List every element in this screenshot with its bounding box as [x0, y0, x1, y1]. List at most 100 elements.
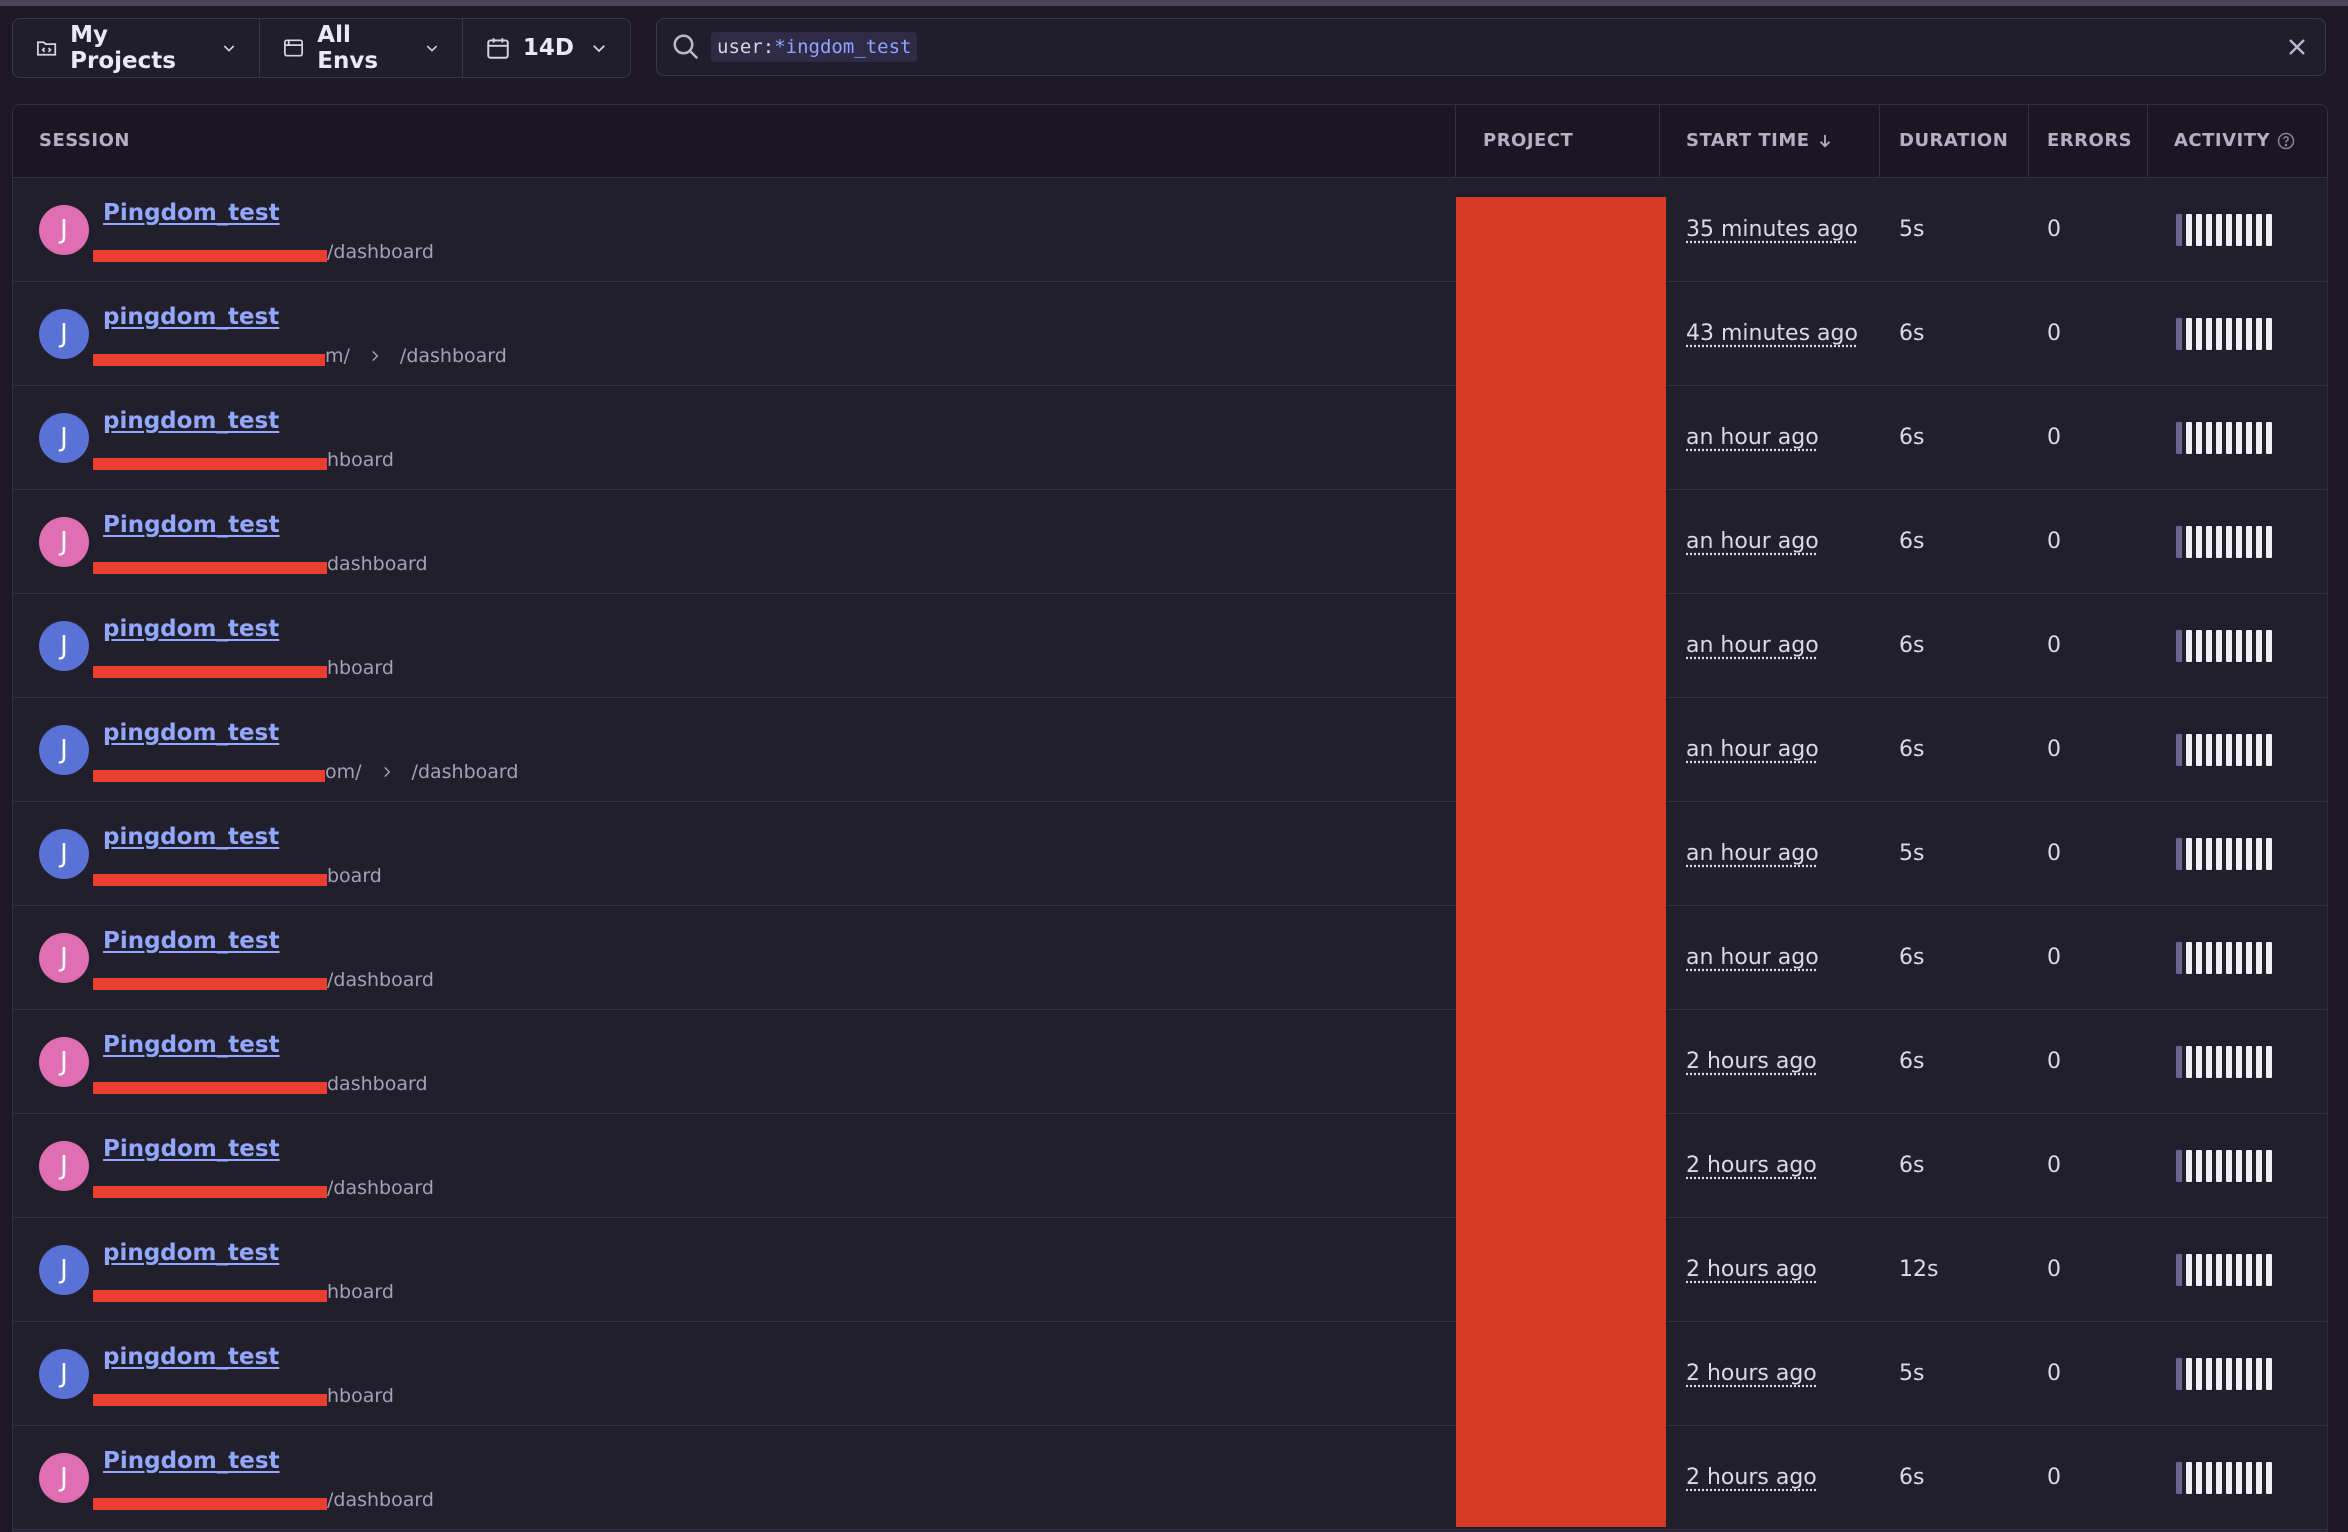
column-divider [1879, 105, 1880, 177]
session-user-link[interactable]: pingdom_test [103, 408, 280, 434]
session-user-link[interactable]: Pingdom_test [103, 200, 280, 226]
start-time[interactable]: an hour ago [1686, 425, 1819, 450]
activity-bar [2266, 422, 2272, 454]
activity-bar [2246, 942, 2252, 974]
activity-bar [2236, 214, 2242, 246]
project-icon [37, 41, 57, 56]
session-user-link[interactable]: Pingdom_test [103, 1448, 280, 1474]
activity-bar [2226, 1046, 2232, 1078]
duration: 6s [1899, 737, 1925, 762]
activity-bar [2206, 1150, 2212, 1182]
avatar: J [39, 205, 89, 255]
header-project: PROJECT [1483, 130, 1574, 151]
start-time[interactable]: 2 hours ago [1686, 1465, 1817, 1490]
session-user-link[interactable]: pingdom_test [103, 616, 280, 642]
activity-bar [2226, 318, 2232, 350]
duration: 6s [1899, 529, 1925, 554]
url-redaction [93, 978, 327, 990]
session-user-link[interactable]: pingdom_test [103, 1344, 280, 1370]
start-time[interactable]: 2 hours ago [1686, 1049, 1817, 1074]
table-row[interactable]: J pingdom_test hboard 2 hours ago 5s 0 [13, 1322, 2327, 1426]
table-row[interactable]: J Pingdom_test /dashboard 2 hours ago 6s… [13, 1114, 2327, 1218]
session-user-link[interactable]: Pingdom_test [103, 1136, 280, 1162]
activity-bar [2226, 942, 2232, 974]
start-time[interactable]: an hour ago [1686, 529, 1819, 554]
activity-bar [2266, 942, 2272, 974]
avatar: J [39, 413, 89, 463]
session-user-link[interactable]: pingdom_test [103, 824, 280, 850]
avatar-initial: J [60, 943, 68, 973]
avatar-initial: J [60, 1359, 68, 1389]
session-user-link[interactable]: pingdom_test [103, 1240, 280, 1266]
url-path: /dashboard [411, 761, 519, 783]
activity-bar [2206, 526, 2212, 558]
table-row[interactable]: J Pingdom_test /dashboard 2 hours ago 6s… [13, 1426, 2327, 1530]
environment-filter-label: All Envs [317, 22, 379, 74]
activity-bar [2196, 630, 2202, 662]
search-token[interactable]: user:*ingdom_test [711, 32, 918, 62]
start-time[interactable]: an hour ago [1686, 945, 1819, 970]
start-time[interactable]: an hour ago [1686, 633, 1819, 658]
table-row[interactable]: J pingdom_test hboard an hour ago 6s 0 [13, 594, 2327, 698]
error-count: 0 [2047, 1361, 2061, 1386]
header-start-time[interactable]: START TIME [1686, 105, 1834, 177]
close-icon[interactable] [2283, 33, 2311, 61]
start-time[interactable]: 43 minutes ago [1686, 321, 1858, 346]
start-time[interactable]: 2 hours ago [1686, 1361, 1817, 1386]
activity-sparkline [2176, 838, 2272, 870]
activity-bar [2246, 1150, 2252, 1182]
start-time[interactable]: 35 minutes ago [1686, 217, 1858, 242]
activity-bar [2236, 422, 2242, 454]
url-path: /dashboard [327, 1177, 434, 1199]
activity-bar [2246, 1254, 2252, 1286]
start-time[interactable]: an hour ago [1686, 841, 1819, 866]
session-url: /dashboard [93, 1176, 434, 1200]
session-user-link[interactable]: Pingdom_test [103, 512, 280, 538]
activity-bar [2266, 1046, 2272, 1078]
search-input[interactable]: user:*ingdom_test [656, 18, 2326, 76]
activity-bar [2216, 214, 2222, 246]
session-user-link[interactable]: pingdom_test [103, 304, 280, 330]
activity-bar [2266, 318, 2272, 350]
duration: 6s [1899, 1465, 1925, 1490]
duration: 5s [1899, 1361, 1925, 1386]
table-row[interactable]: J Pingdom_test /dashboard 35 minutes ago… [13, 178, 2327, 282]
table-row[interactable]: J pingdom_test board an hour ago 5s 0 [13, 802, 2327, 906]
url-redaction [93, 562, 327, 574]
url-redaction [93, 770, 325, 782]
activity-bar [2176, 734, 2182, 766]
session-user-link[interactable]: Pingdom_test [103, 928, 280, 954]
url-redaction [93, 1082, 327, 1094]
table-row[interactable]: J pingdom_test hboard an hour ago 6s 0 [13, 386, 2327, 490]
header-duration: DURATION [1899, 130, 2009, 151]
url-path: dashboard [327, 553, 428, 575]
table-row[interactable]: J pingdom_test om/ /dashboard an hour ag… [13, 698, 2327, 802]
activity-bar [2266, 1150, 2272, 1182]
table-row[interactable]: J Pingdom_test dashboard 2 hours ago 6s … [13, 1010, 2327, 1114]
table-row[interactable]: J Pingdom_test /dashboard an hour ago 6s… [13, 906, 2327, 1010]
activity-bar [2186, 1462, 2192, 1494]
url-path: /dashboard [327, 1489, 434, 1511]
activity-bar [2266, 526, 2272, 558]
start-time[interactable]: 2 hours ago [1686, 1257, 1817, 1282]
table-row[interactable]: J Pingdom_test dashboard an hour ago 6s … [13, 490, 2327, 594]
start-time[interactable]: 2 hours ago [1686, 1153, 1817, 1178]
help-icon[interactable] [2276, 131, 2296, 151]
table-row[interactable]: J pingdom_test m/ /dashboard 43 minutes … [13, 282, 2327, 386]
environment-filter-button[interactable]: All Envs [260, 19, 463, 77]
date-range-filter-button[interactable]: 14D [463, 19, 630, 77]
error-count: 0 [2047, 1153, 2061, 1178]
activity-bar [2216, 422, 2222, 454]
avatar-initial: J [60, 527, 68, 557]
session-user-link[interactable]: Pingdom_test [103, 1032, 280, 1058]
error-count: 0 [2047, 217, 2061, 242]
table-row[interactable]: J pingdom_test hboard 2 hours ago 12s 0 [13, 1218, 2327, 1322]
activity-bar [2246, 630, 2252, 662]
activity-bar [2226, 1254, 2232, 1286]
activity-bar [2196, 942, 2202, 974]
start-time[interactable]: an hour ago [1686, 737, 1819, 762]
session-user-link[interactable]: pingdom_test [103, 720, 280, 746]
project-filter-button[interactable]: My Projects [13, 19, 261, 77]
header-errors: ERRORS [2047, 130, 2133, 151]
arrow-down-icon [1819, 135, 1830, 148]
